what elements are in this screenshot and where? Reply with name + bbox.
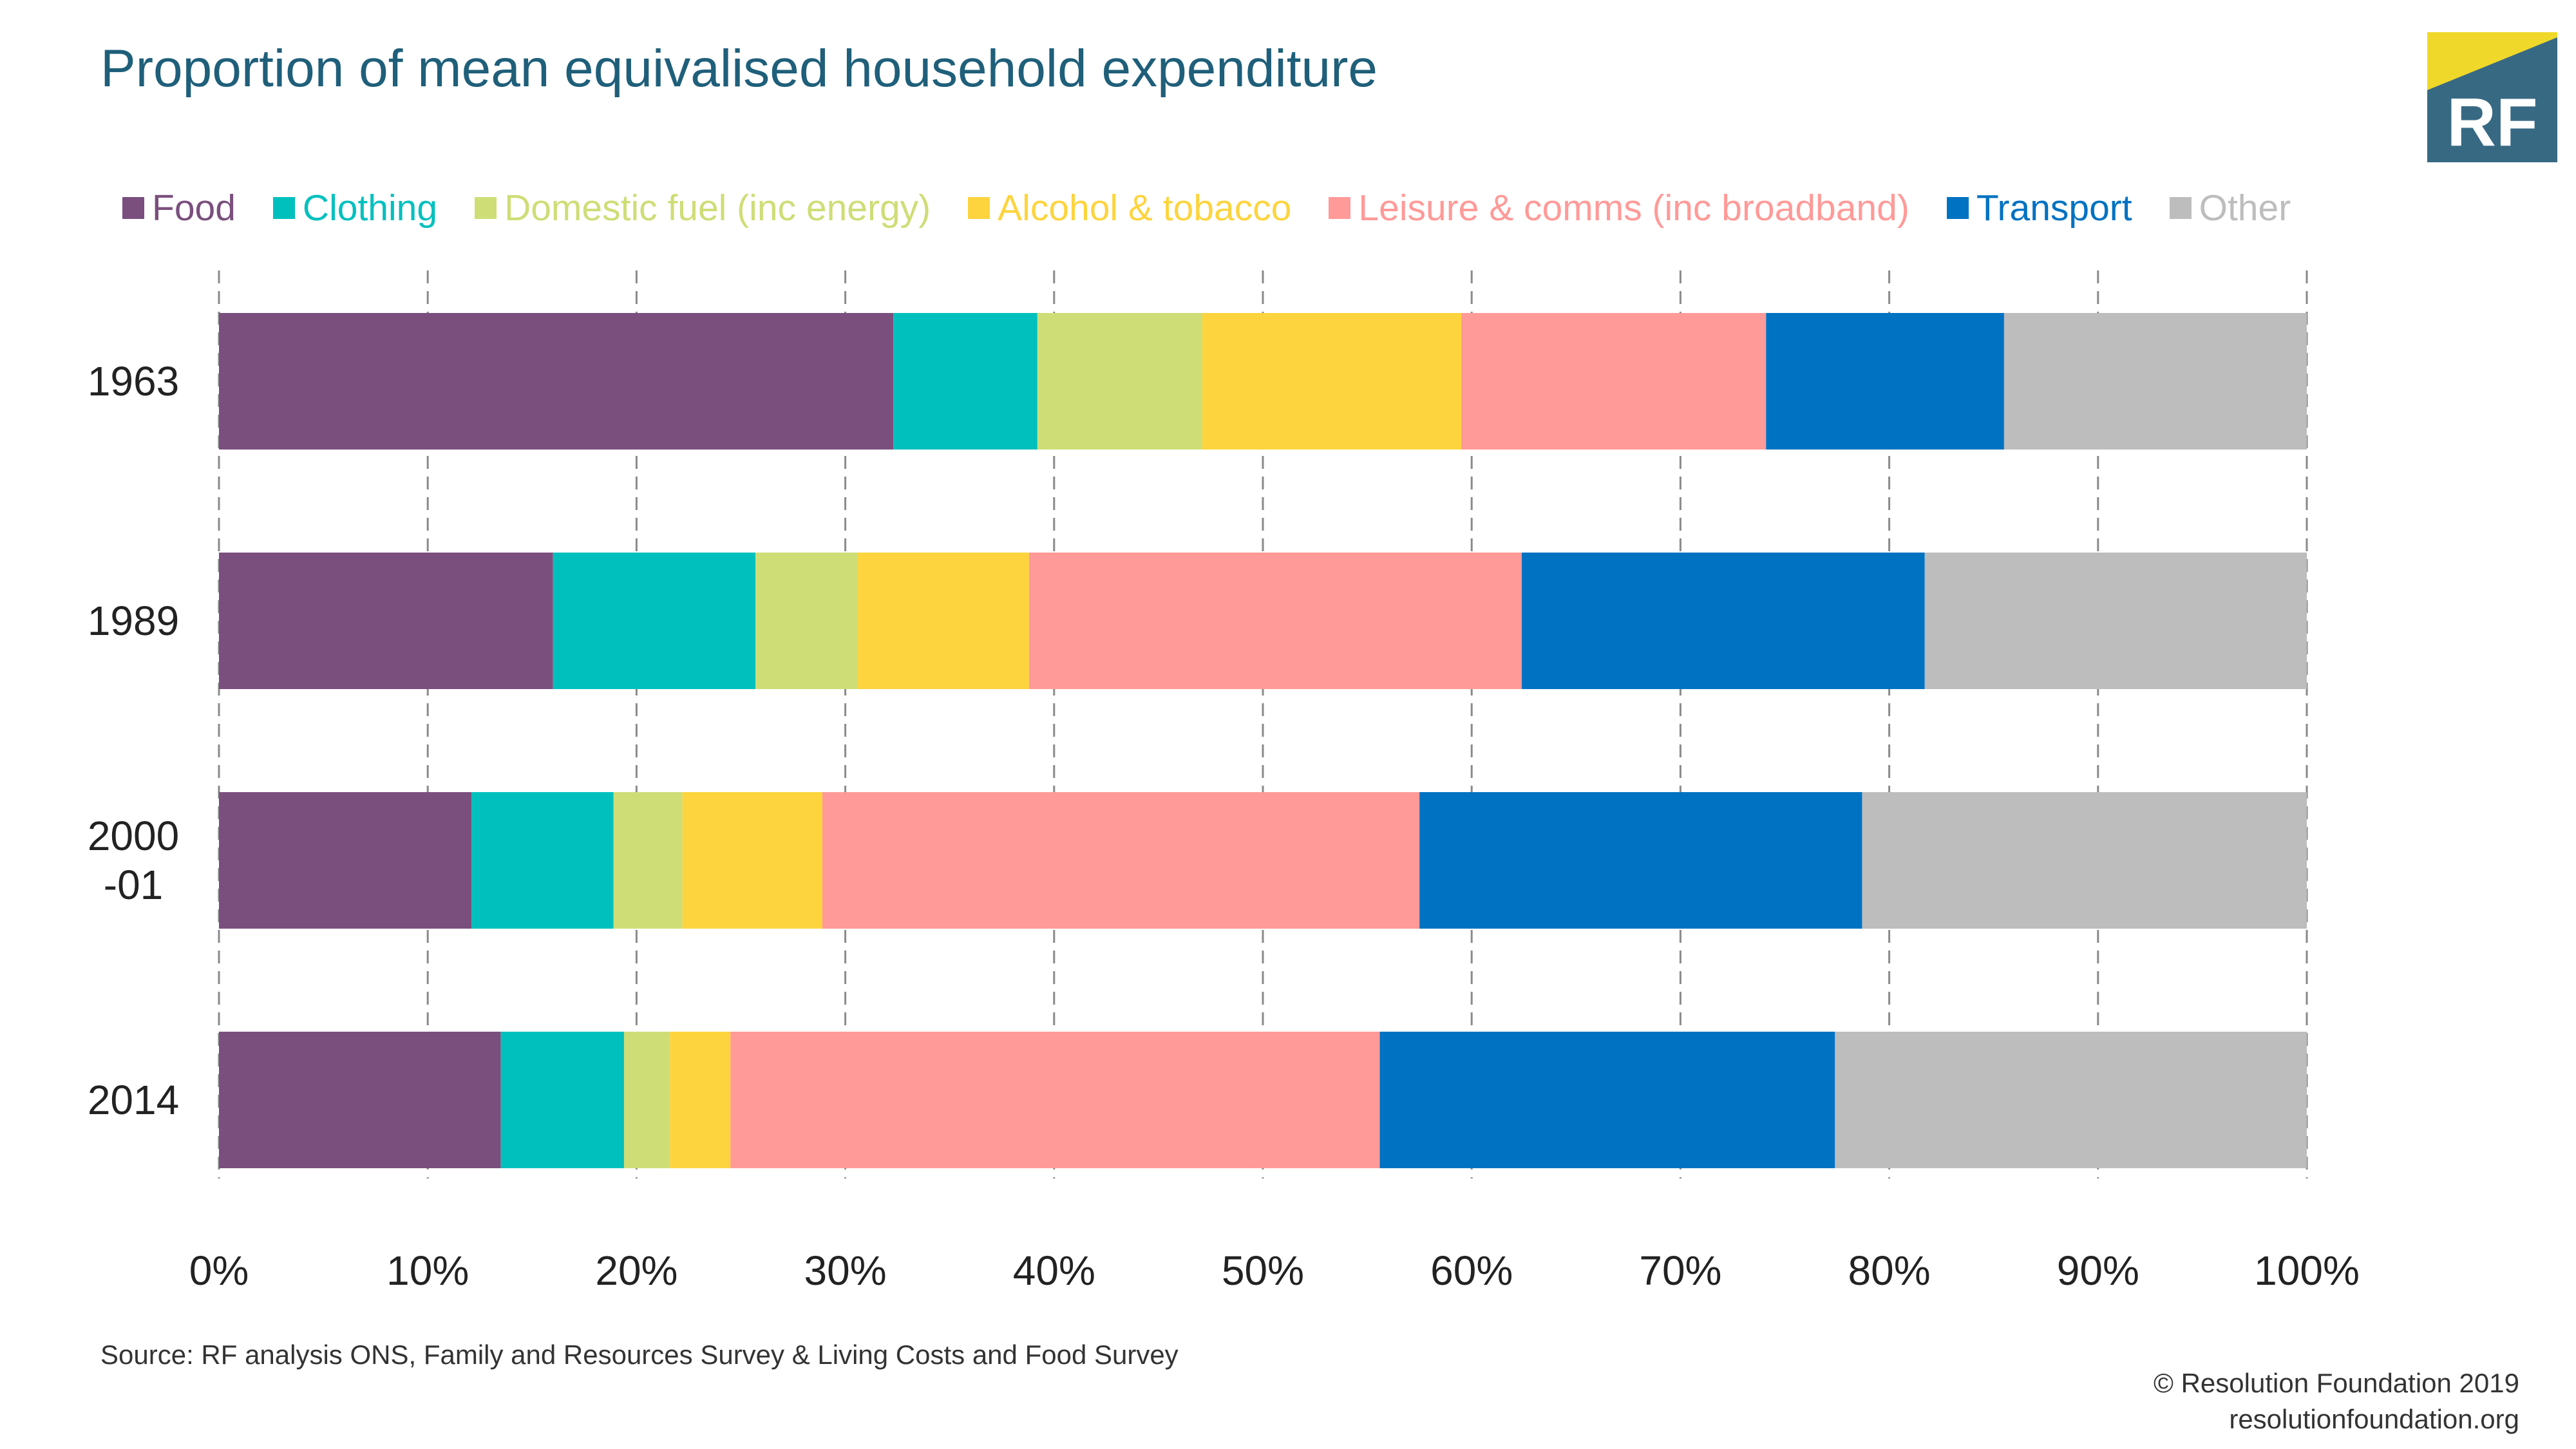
- bar-segment: [219, 553, 553, 689]
- bar-segment: [500, 1032, 624, 1168]
- bar-segment: [553, 553, 756, 689]
- bar-segment: [682, 792, 822, 929]
- x-tick-label: 30%: [804, 1247, 887, 1294]
- legend-label: Food: [152, 187, 236, 229]
- x-tick-label: 70%: [1639, 1247, 1721, 1294]
- legend-swatch: [1329, 197, 1351, 219]
- bar-segment: [219, 792, 472, 929]
- copyright-text: © Resolution Foundation 2019: [2153, 1368, 2519, 1398]
- legend-label: Alcohol & tobacco: [998, 187, 1292, 229]
- website-text: resolutionfoundation.org: [2229, 1404, 2519, 1434]
- legend-item: Transport: [1946, 187, 2132, 229]
- legend-swatch: [122, 197, 144, 219]
- legend-swatch: [2169, 197, 2192, 219]
- bar-segment: [219, 313, 894, 450]
- category-label: 2000 -01: [88, 813, 179, 908]
- category-label: 2014: [88, 1077, 179, 1123]
- bar-segment: [613, 792, 683, 929]
- bar-segment: [1461, 313, 1766, 450]
- x-tick-label: 90%: [2057, 1247, 2139, 1294]
- legend-label: Other: [2199, 187, 2291, 229]
- bar-segment: [471, 792, 614, 929]
- bar-segment: [1202, 313, 1461, 450]
- bar-segment: [623, 1032, 670, 1168]
- x-tick-label: 40%: [1013, 1247, 1095, 1294]
- source-note: Source: RF analysis ONS, Family and Reso…: [100, 1340, 1179, 1370]
- legend-label: Leisure & comms (inc broadband): [1358, 187, 1909, 229]
- bar-segment: [1862, 792, 2307, 929]
- legend-item: Domestic fuel (inc energy): [475, 187, 931, 229]
- bar-segment: [1028, 553, 1522, 689]
- legend-item: Other: [2169, 187, 2291, 229]
- bar-segment: [1522, 553, 1925, 689]
- rf-logo: RF: [2427, 32, 2557, 162]
- bar-segment: [670, 1032, 731, 1168]
- x-tick-label: 100%: [2254, 1247, 2360, 1294]
- bar-segment: [1924, 553, 2307, 689]
- legend-swatch: [272, 197, 295, 219]
- x-tick-label: 0%: [189, 1247, 249, 1294]
- bar-segment: [730, 1032, 1380, 1168]
- bar-segment: [1379, 1032, 1835, 1168]
- x-tick-label: 60%: [1430, 1247, 1513, 1294]
- chart-legend: Food Clothing Domestic fuel (inc energy) Al…: [122, 187, 2328, 229]
- footer: © Resolution Foundation 2019 resolutionf…: [2154, 1365, 2519, 1437]
- category-label: 1989: [88, 598, 179, 644]
- legend-swatch: [1946, 197, 1969, 219]
- legend-item: Alcohol & tobacco: [968, 187, 1291, 229]
- bar-segment: [893, 313, 1037, 450]
- legend-item: Clothing: [272, 187, 438, 229]
- logo-accent: [2427, 32, 2557, 90]
- bar-segment: [1766, 313, 2004, 450]
- bar-segment: [858, 553, 1029, 689]
- bar-segment: [2003, 313, 2307, 450]
- legend-label: Domestic fuel (inc energy): [504, 187, 931, 229]
- legend-item: Leisure & comms (inc broadband): [1329, 187, 1909, 229]
- x-tick-label: 10%: [386, 1247, 469, 1294]
- bar-segment: [1419, 792, 1862, 929]
- x-tick-label: 80%: [1848, 1247, 1931, 1294]
- bar-segment: [822, 792, 1420, 929]
- x-tick-label: 20%: [595, 1247, 677, 1294]
- legend-swatch: [968, 197, 990, 219]
- legend-item: Food: [122, 187, 236, 229]
- bar-segment: [219, 1032, 501, 1168]
- category-label: 1963: [88, 358, 179, 404]
- legend-label: Clothing: [302, 187, 438, 229]
- x-tick-label: 50%: [1222, 1247, 1304, 1294]
- bar-segment: [1037, 313, 1202, 450]
- chart-title: Proportion of mean equivalised household…: [100, 39, 1378, 98]
- bar-segment: [755, 553, 858, 689]
- bar-segment: [1835, 1032, 2307, 1168]
- logo-text: RF: [2447, 84, 2537, 160]
- legend-label: Transport: [1976, 187, 2132, 229]
- legend-swatch: [475, 197, 497, 219]
